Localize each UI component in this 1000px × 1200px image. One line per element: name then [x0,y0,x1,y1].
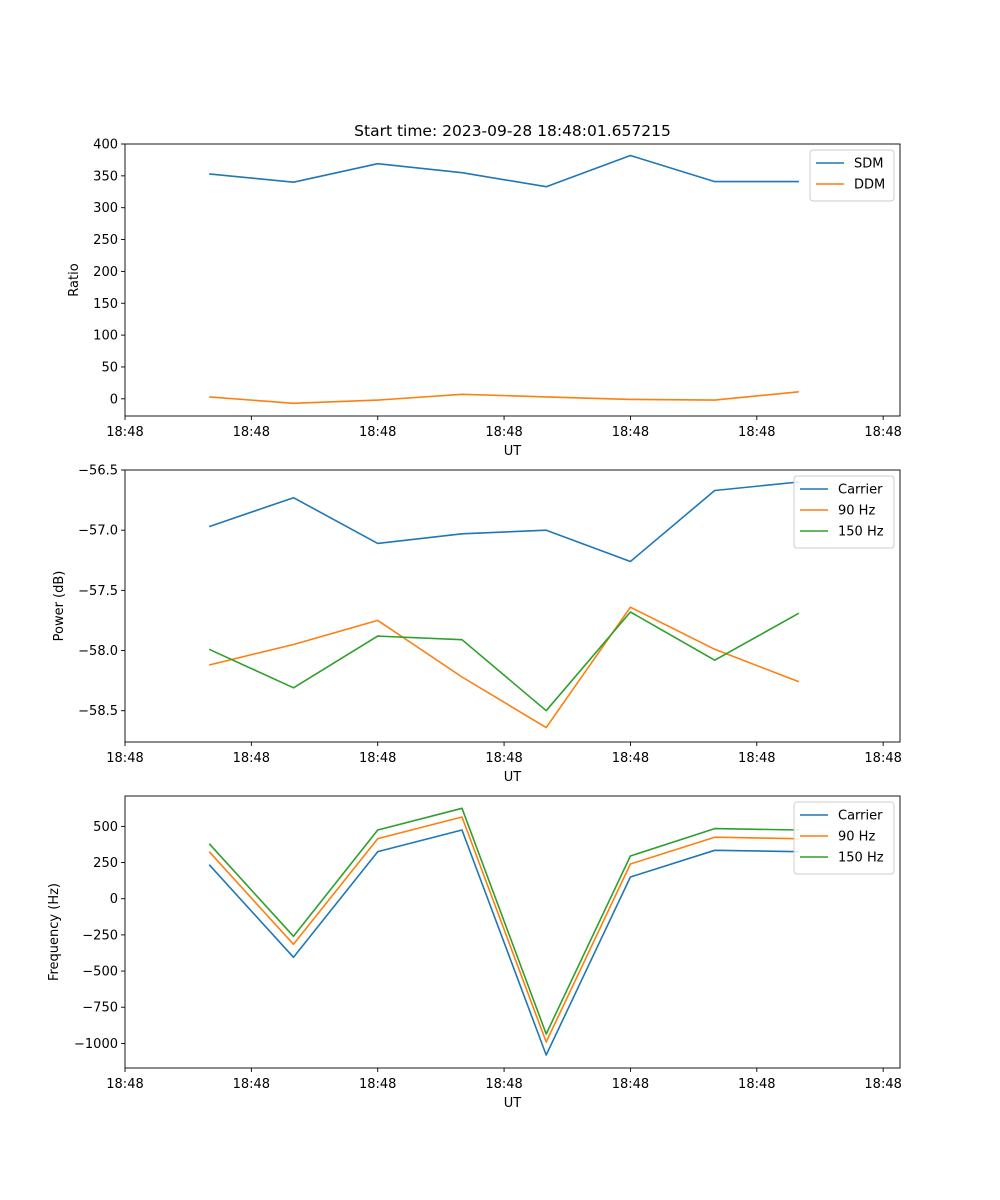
x-tick-label: 18:48 [738,1077,775,1092]
series-line-carrier [208,829,799,1056]
figure-title: Start time: 2023-09-28 18:48:01.657215 [354,122,671,140]
y-tick-label: −250 [82,928,118,943]
x-tick-label: 18:48 [106,751,143,766]
y-tick-label: −1000 [74,1037,118,1052]
legend-label: Carrier [838,809,883,824]
x-tick-label: 18:48 [359,425,396,440]
x-tick-label: 18:48 [233,1077,270,1092]
y-tick-label: −57.0 [78,524,118,539]
y-tick-label: 0 [110,892,118,907]
legend-box [793,801,895,875]
x-tick-label: 18:48 [233,425,270,440]
legend-label: 150 Hz [838,851,884,866]
plot-frame [124,143,901,417]
plot-frame [124,469,901,743]
legend: Carrier 90 Hz 150 Hz [793,801,895,875]
x-tick-label: 18:48 [612,751,649,766]
x-tick-label: 18:48 [864,425,901,440]
legend: Carrier 90 Hz 150 Hz [793,475,895,549]
y-axis-label: Frequency (Hz) [47,883,62,981]
legend-label: 90 Hz [838,830,875,845]
y-tick-label: 200 [93,265,118,280]
y-tick-label: 400 [93,138,118,153]
ratio-panel: 18:48 18:48 18:48 18:48 18:48 18:48 18:48 0 50 10… [67,138,902,460]
x-tick-label: 18:48 [359,1077,396,1092]
y-tick-label: −56.5 [78,464,118,479]
plot-frame [124,795,901,1069]
legend-label: SDM [854,157,883,172]
legend: SDM DDM [809,149,895,202]
x-tick-label: 18:48 [864,1077,901,1092]
x-axis-label: UT [504,770,522,785]
x-tick-label: 18:48 [612,1077,649,1092]
x-tick-label: 18:48 [485,425,522,440]
y-tick-label: −58.0 [78,644,118,659]
y-tick-label: 350 [93,169,118,184]
y-tick-label: 500 [93,820,118,835]
x-axis-label: UT [504,1096,522,1111]
y-tick-label: −750 [82,1001,118,1016]
series-line-150-hz [208,807,799,1035]
legend-box [793,475,895,549]
y-axis-label: Power (dB) [52,571,67,642]
y-tick-label: 300 [93,201,118,216]
y-tick-label: −58.5 [78,704,118,719]
y-tick-label: 0 [110,392,118,407]
frequency-panel: 18:48 18:48 18:48 18:48 18:48 18:48 18:48 500 25… [47,795,902,1111]
legend-label: DDM [854,178,885,193]
y-tick-label: 50 [101,360,118,375]
y-tick-label: −57.5 [78,584,118,599]
x-axis-label: UT [504,444,522,459]
x-tick-label: 18:48 [612,425,649,440]
y-tick-label: 150 [93,297,118,312]
x-tick-label: 18:48 [106,1077,143,1092]
x-tick-label: 18:48 [359,751,396,766]
x-tick-label: 18:48 [864,751,901,766]
y-tick-label: −500 [82,965,118,980]
y-tick-label: 250 [93,233,118,248]
legend-label: 90 Hz [838,504,875,519]
series-line-carrier [208,481,799,563]
x-tick-label: 18:48 [106,425,143,440]
series-line-sdm [209,154,799,188]
series-line-150-hz [208,611,800,712]
legend-label: Carrier [838,483,883,498]
series-line-90-hz [208,816,799,1043]
series-line-ddm [209,391,799,405]
y-axis-label: Ratio [67,263,82,296]
legend-label: 150 Hz [838,525,884,540]
x-tick-label: 18:48 [485,1077,522,1092]
power-panel: 18:48 18:48 18:48 18:48 18:48 18:48 18:48 −56.5… [52,464,902,786]
y-tick-label: 100 [93,329,118,344]
x-tick-label: 18:48 [485,751,522,766]
y-tick-label: 250 [93,856,118,871]
x-tick-label: 18:48 [233,751,270,766]
x-tick-label: 18:48 [738,425,775,440]
x-tick-label: 18:48 [738,751,775,766]
series-line-90-hz [209,606,800,729]
